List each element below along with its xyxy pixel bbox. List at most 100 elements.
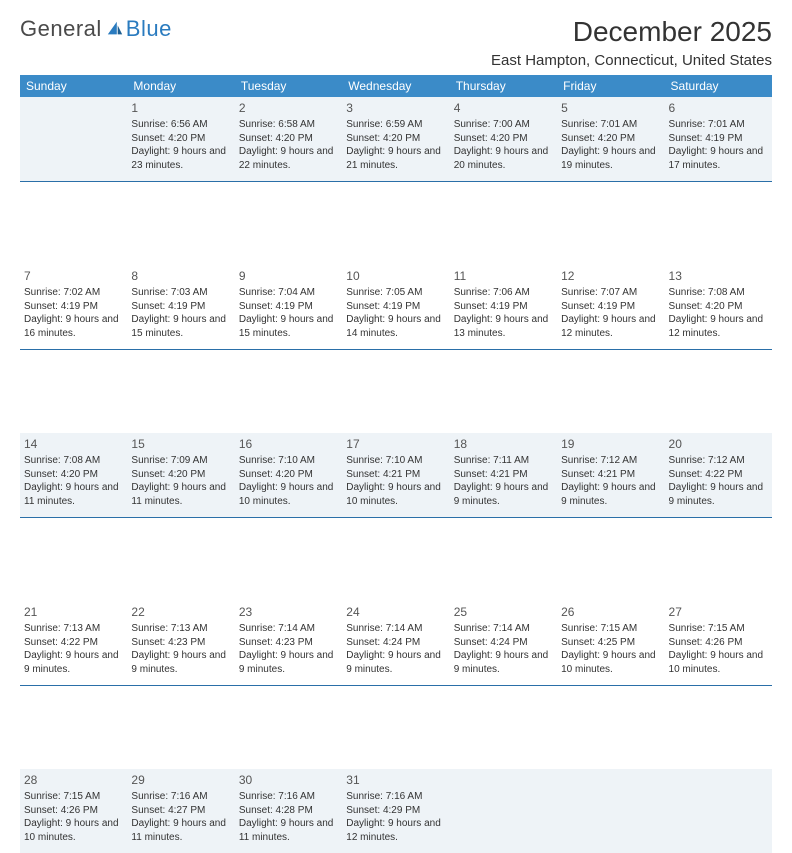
calendar-day-cell	[20, 97, 127, 181]
sunrise-line: Sunrise: 7:01 AM	[669, 118, 768, 132]
sunset-line: Sunset: 4:23 PM	[239, 636, 338, 650]
sunset-line: Sunset: 4:28 PM	[239, 804, 338, 818]
sunrise-line: Sunrise: 7:15 AM	[669, 622, 768, 636]
day-number: 28	[24, 772, 123, 788]
daylight-line: Daylight: 9 hours and 11 minutes.	[131, 817, 230, 844]
day-number: 14	[24, 436, 123, 452]
sunset-line: Sunset: 4:25 PM	[561, 636, 660, 650]
daylight-line: Daylight: 9 hours and 9 minutes.	[239, 649, 338, 676]
sunrise-line: Sunrise: 7:07 AM	[561, 286, 660, 300]
day-number: 17	[346, 436, 445, 452]
daylight-line: Daylight: 9 hours and 9 minutes.	[669, 481, 768, 508]
calendar-day-cell: 8 Sunrise: 7:03 AMSunset: 4:19 PMDaylight…	[127, 265, 234, 349]
sail-icon	[106, 20, 124, 38]
calendar-week: 28Sunrise: 7:15 AMSunset: 4:26 PMDayligh…	[20, 769, 772, 853]
calendar-day-cell: 30Sunrise: 7:16 AMSunset: 4:28 PMDayligh…	[235, 769, 342, 853]
daylight-line: Daylight: 9 hours and 22 minutes.	[239, 145, 338, 172]
calendar-day-cell: 5Sunrise: 7:01 AMSunset: 4:20 PMDaylight…	[557, 97, 664, 181]
daylight-line: Daylight: 9 hours and 21 minutes.	[346, 145, 445, 172]
calendar-week: 7Sunrise: 7:02 AMSunset: 4:19 PMDaylight…	[20, 265, 772, 349]
calendar-day-cell: 16Sunrise: 7:10 AMSunset: 4:20 PMDayligh…	[235, 433, 342, 517]
brand-logo: General Blue	[20, 16, 172, 42]
day-number: 31	[346, 772, 445, 788]
calendar-day-cell: 25Sunrise: 7:14 AMSunset: 4:24 PMDayligh…	[450, 601, 557, 685]
sunrise-line: Sunrise: 7:09 AM	[131, 454, 230, 468]
daylight-line: Daylight: 9 hours and 9 minutes.	[131, 649, 230, 676]
daylight-line: Daylight: 9 hours and 9 minutes.	[454, 481, 553, 508]
day-number: 2	[239, 100, 338, 116]
sunrise-line: Sunrise: 7:02 AM	[24, 286, 123, 300]
calendar-table: SundayMondayTuesdayWednesdayThursdayFrid…	[20, 75, 772, 853]
day-header: Saturday	[665, 75, 772, 97]
calendar-day-cell	[665, 769, 772, 853]
day-number: 15	[131, 436, 230, 452]
sunset-line: Sunset: 4:21 PM	[561, 468, 660, 482]
calendar-day-cell: 28Sunrise: 7:15 AMSunset: 4:26 PMDayligh…	[20, 769, 127, 853]
sunset-line: Sunset: 4:20 PM	[24, 468, 123, 482]
daylight-line: Daylight: 9 hours and 9 minutes.	[24, 649, 123, 676]
daylight-line: Daylight: 9 hours and 10 minutes.	[24, 817, 123, 844]
daylight-line: Daylight: 9 hours and 11 minutes.	[131, 481, 230, 508]
day-number: 23	[239, 604, 338, 620]
calendar-day-cell: 31Sunrise: 7:16 AMSunset: 4:29 PMDayligh…	[342, 769, 449, 853]
sunrise-line: Sunrise: 6:58 AM	[239, 118, 338, 132]
title-block: December 2025 East Hampton, Connecticut,…	[491, 16, 772, 69]
brand-word1: General	[20, 16, 102, 42]
sunrise-line: Sunrise: 7:14 AM	[454, 622, 553, 636]
sunset-line: Sunset: 4:19 PM	[669, 132, 768, 146]
calendar-day-cell: 12Sunrise: 7:07 AMSunset: 4:19 PMDayligh…	[557, 265, 664, 349]
sunrise-line: Sunrise: 7:08 AM	[669, 286, 768, 300]
sunrise-line: Sunrise: 7:03 AM	[131, 286, 230, 300]
daylight-line: Daylight: 9 hours and 15 minutes.	[239, 313, 338, 340]
sunset-line: Sunset: 4:19 PM	[346, 300, 445, 314]
week-separator	[20, 517, 772, 601]
calendar-day-cell: 1Sunrise: 6:56 AMSunset: 4:20 PMDaylight…	[127, 97, 234, 181]
calendar-day-cell: 22Sunrise: 7:13 AMSunset: 4:23 PMDayligh…	[127, 601, 234, 685]
calendar-day-cell: 17Sunrise: 7:10 AMSunset: 4:21 PMDayligh…	[342, 433, 449, 517]
day-number: 8	[131, 268, 230, 284]
sunrise-line: Sunrise: 7:06 AM	[454, 286, 553, 300]
calendar-day-cell: 15Sunrise: 7:09 AMSunset: 4:20 PMDayligh…	[127, 433, 234, 517]
sunset-line: Sunset: 4:29 PM	[346, 804, 445, 818]
calendar-day-cell: 10Sunrise: 7:05 AMSunset: 4:19 PMDayligh…	[342, 265, 449, 349]
sunset-line: Sunset: 4:24 PM	[454, 636, 553, 650]
sunset-line: Sunset: 4:19 PM	[131, 300, 230, 314]
day-number: 19	[561, 436, 660, 452]
sunset-line: Sunset: 4:22 PM	[24, 636, 123, 650]
day-number: 13	[669, 268, 768, 284]
sunrise-line: Sunrise: 7:14 AM	[239, 622, 338, 636]
sunset-line: Sunset: 4:19 PM	[561, 300, 660, 314]
sunset-line: Sunset: 4:20 PM	[346, 132, 445, 146]
sunrise-line: Sunrise: 7:16 AM	[346, 790, 445, 804]
sunset-line: Sunset: 4:19 PM	[454, 300, 553, 314]
sunrise-line: Sunrise: 7:14 AM	[346, 622, 445, 636]
week-separator	[20, 349, 772, 433]
month-title: December 2025	[491, 16, 772, 48]
sunrise-line: Sunrise: 7:00 AM	[454, 118, 553, 132]
sunrise-line: Sunrise: 7:12 AM	[669, 454, 768, 468]
calendar-day-cell: 18Sunrise: 7:11 AMSunset: 4:21 PMDayligh…	[450, 433, 557, 517]
daylight-line: Daylight: 9 hours and 17 minutes.	[669, 145, 768, 172]
daylight-line: Daylight: 9 hours and 15 minutes.	[131, 313, 230, 340]
day-number: 9	[239, 268, 338, 284]
week-separator	[20, 181, 772, 265]
day-number: 5	[561, 100, 660, 116]
daylight-line: Daylight: 9 hours and 11 minutes.	[239, 817, 338, 844]
daylight-line: Daylight: 9 hours and 10 minutes.	[346, 481, 445, 508]
calendar-week: 1Sunrise: 6:56 AMSunset: 4:20 PMDaylight…	[20, 97, 772, 181]
sunrise-line: Sunrise: 7:12 AM	[561, 454, 660, 468]
daylight-line: Daylight: 9 hours and 9 minutes.	[454, 649, 553, 676]
sunset-line: Sunset: 4:20 PM	[561, 132, 660, 146]
sunrise-line: Sunrise: 7:10 AM	[239, 454, 338, 468]
daylight-line: Daylight: 9 hours and 10 minutes.	[669, 649, 768, 676]
sunset-line: Sunset: 4:21 PM	[454, 468, 553, 482]
calendar-day-cell: 23 Sunrise: 7:14 AMSunset: 4:23 PMDayligh…	[235, 601, 342, 685]
calendar-header-row: SundayMondayTuesdayWednesdayThursdayFrid…	[20, 75, 772, 97]
calendar-day-cell: 21Sunrise: 7:13 AMSunset: 4:22 PMDayligh…	[20, 601, 127, 685]
day-number: 29	[131, 772, 230, 788]
daylight-line: Daylight: 9 hours and 10 minutes.	[239, 481, 338, 508]
sunrise-line: Sunrise: 7:13 AM	[131, 622, 230, 636]
sunrise-line: Sunrise: 7:16 AM	[131, 790, 230, 804]
sunrise-line: Sunrise: 7:15 AM	[561, 622, 660, 636]
sunrise-line: Sunrise: 7:04 AM	[239, 286, 338, 300]
